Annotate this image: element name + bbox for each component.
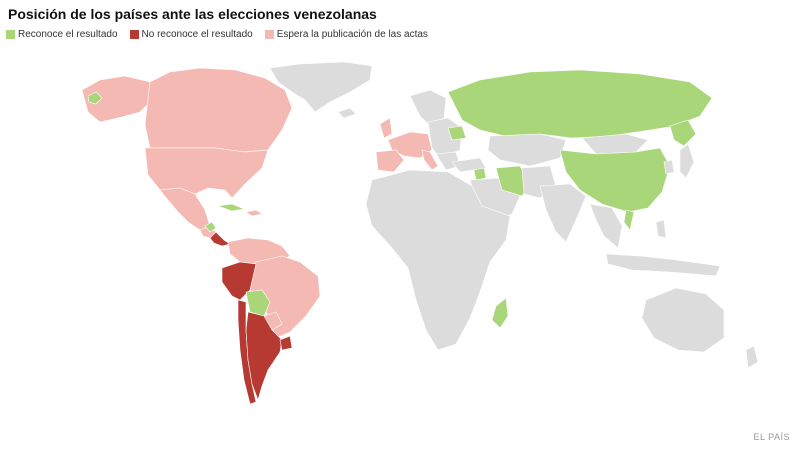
- syria: [473, 167, 487, 181]
- peru: [221, 261, 257, 301]
- india: [539, 183, 587, 243]
- legend-item-rejects: No reconoce el resultado: [129, 29, 253, 40]
- legend-swatch-rejects: [129, 30, 139, 39]
- russia-far-east: [669, 119, 697, 147]
- greenland: [269, 61, 373, 113]
- caribbean-islands: [245, 209, 263, 217]
- alaska-aleutian: [87, 91, 103, 105]
- indonesia: [605, 253, 721, 277]
- legend-label-rejects: No reconoce el resultado: [141, 29, 253, 40]
- scandinavia: [409, 89, 447, 127]
- map-title: Posición de los países ante las eleccion…: [8, 6, 377, 22]
- philippines: [655, 219, 667, 239]
- southeast-asia: [589, 203, 623, 249]
- mexico: [159, 187, 211, 231]
- legend-item-recognizes: Reconoce el resultado: [6, 29, 118, 40]
- canada: [144, 67, 293, 153]
- chile: [237, 299, 257, 405]
- madagascar: [491, 297, 509, 329]
- legend-label-recognizes: Reconoce el resultado: [18, 29, 118, 40]
- legend-item-awaits: Espera la publicación de las actas: [264, 29, 428, 40]
- vietnam: [623, 209, 635, 231]
- australia: [641, 287, 725, 353]
- uruguay: [279, 335, 293, 351]
- central-asia: [487, 133, 567, 167]
- argentina: [245, 311, 283, 401]
- turkey: [451, 157, 487, 173]
- bolivia: [245, 289, 271, 317]
- italy: [421, 149, 439, 171]
- source-credit: EL PAÍS: [753, 432, 790, 442]
- legend-label-awaits: Espera la publicación de las actas: [276, 29, 428, 40]
- belarus: [447, 125, 467, 141]
- iberia: [375, 149, 405, 173]
- korea: [663, 159, 675, 175]
- legend: Reconoce el resultado No reconoce el res…: [6, 29, 428, 40]
- legend-swatch-awaits: [264, 30, 274, 39]
- japan: [679, 143, 695, 179]
- china: [559, 147, 671, 213]
- cuba: [217, 203, 246, 212]
- mongolia: [581, 133, 649, 155]
- world-map: [81, 61, 759, 405]
- new-zealand: [745, 345, 759, 369]
- legend-swatch-recognizes: [6, 30, 15, 39]
- guatemala: [204, 221, 217, 233]
- iceland: [337, 107, 357, 119]
- africa: [365, 169, 511, 351]
- alaska: [81, 75, 153, 123]
- uk-ireland: [379, 117, 393, 139]
